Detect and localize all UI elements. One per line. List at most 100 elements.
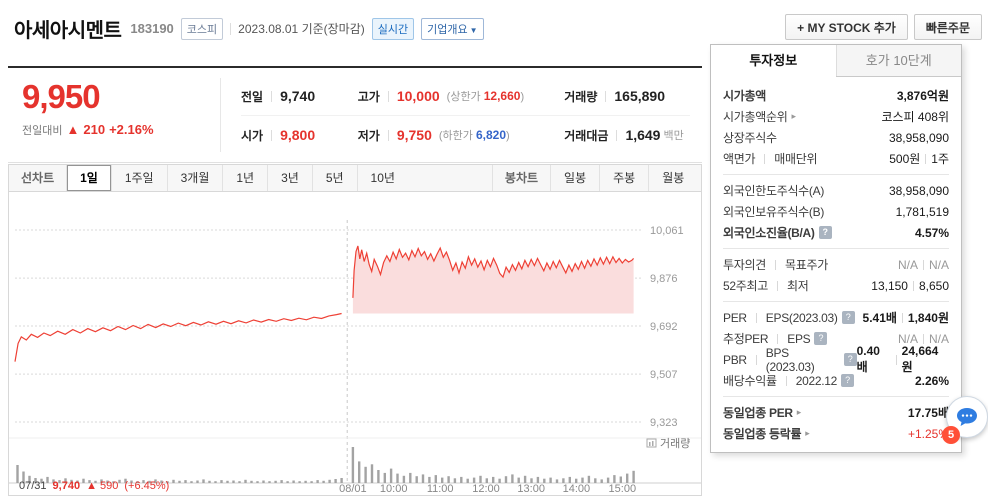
- info-row-label: 외국인소진율(B/A)?: [723, 224, 832, 241]
- x-axis-labels: 08/01 10:00 11:00 12:00 13:00 14:00 15:00: [339, 483, 636, 495]
- divider: [777, 333, 779, 344]
- chart-range-tab-1일[interactable]: 1일: [66, 165, 111, 191]
- chat-unread-badge: 5: [942, 426, 960, 444]
- lower-limit-value: 6,820: [475, 128, 506, 142]
- chat-floating-button[interactable]: 5: [942, 396, 988, 444]
- chart-range-tab-10년[interactable]: 10년: [356, 165, 408, 191]
- company-overview-label: 기업개요: [427, 23, 468, 36]
- svg-text:13:00: 13:00: [517, 483, 545, 495]
- help-icon[interactable]: ?: [843, 353, 857, 366]
- info-row-value: 0.40배 24,664원: [856, 344, 939, 374]
- volume-label: 거래량: [564, 89, 598, 104]
- upper-limit: (상한가 12,660): [446, 89, 525, 103]
- up-arrow-icon: ▲: [66, 121, 80, 137]
- price-line-08/01: [352, 245, 635, 298]
- divider: [271, 90, 273, 102]
- divider: [764, 153, 766, 164]
- quick-order-button[interactable]: 빠른주문: [913, 14, 982, 40]
- volume-icon: [646, 438, 657, 448]
- divider: [220, 78, 221, 152]
- help-icon[interactable]: ?: [841, 311, 855, 324]
- chart-candle-tab-월봉[interactable]: 월봉: [648, 165, 697, 191]
- my-stock-add-button[interactable]: + MY STOCK 추가: [785, 14, 908, 40]
- svg-text:11:00: 11:00: [427, 483, 454, 495]
- info-row: 배당수익률 2022.12? 2.26%: [723, 370, 949, 391]
- info-row-label: 배당수익률 2022.12?: [723, 372, 854, 389]
- chart-range-tab-1주일[interactable]: 1주일: [110, 165, 167, 191]
- info-row-value: 5.41배 1,840원: [862, 311, 949, 325]
- price-gridlines: 10,061 9,876 9,692 9,507 9,323: [15, 225, 684, 429]
- as-of-date: 2023.08.01 기준(장마감): [238, 22, 365, 36]
- chart-footnote: 07/31 9,740 ▲ 590 (+6.45%): [19, 480, 169, 492]
- change-percent: +2.16%: [109, 121, 154, 137]
- info-row-value: +1.25%: [907, 426, 949, 441]
- divider: [723, 301, 949, 302]
- info-row-label: 추정PER EPS?: [723, 330, 828, 347]
- summary-row-1: 전일 9,740 고가 10,000 (상한가 12,660) 거래량 165,890: [241, 77, 690, 116]
- chart-range-tab-1년[interactable]: 1년: [222, 165, 267, 191]
- line-chart-group-label: 선차트: [21, 171, 55, 185]
- price-area-fill: [352, 245, 634, 314]
- svg-text:9,692: 9,692: [650, 321, 678, 333]
- market-badge: 코스피: [180, 17, 224, 40]
- chart-range-tab-5년[interactable]: 5년: [311, 165, 357, 191]
- info-row-label: PBR BPS (2023.03)?: [723, 346, 857, 374]
- chart-range-tab-3개월[interactable]: 3개월: [166, 165, 223, 191]
- tab-investment-info[interactable]: 투자정보: [711, 45, 836, 77]
- chart-candle-tab-주봉[interactable]: 주봉: [599, 165, 648, 191]
- info-row: PBR BPS (2023.03)? 0.40배 24,664원: [723, 344, 949, 374]
- info-row-value: N/A N/A: [897, 331, 949, 346]
- info-row[interactable]: 동일업종 PER ▸ 17.75배: [723, 402, 949, 423]
- help-icon[interactable]: ?: [840, 374, 854, 387]
- divider: [922, 333, 924, 344]
- link-arrow-icon: ▸: [796, 407, 802, 417]
- help-icon[interactable]: ?: [814, 332, 828, 345]
- chart-candle-tab-일봉[interactable]: 일봉: [550, 165, 599, 191]
- svg-text:08/01: 08/01: [339, 483, 367, 495]
- volume-cell: 거래량 165,890: [564, 88, 690, 105]
- stock-code: 183190: [130, 21, 174, 36]
- info-row-value: 17.75배: [907, 406, 949, 420]
- divider: [774, 259, 776, 270]
- svg-text:9,876: 9,876: [650, 273, 678, 285]
- info-row-value: 1,781,519: [895, 204, 949, 219]
- divider: [776, 280, 778, 291]
- info-row: 액면가 매매단위 500원 1주: [723, 148, 949, 169]
- svg-text:10:00: 10:00: [380, 483, 408, 495]
- info-row-value: 38,958,090: [888, 183, 949, 198]
- sidebar-tabs: 투자정보 호가 10단계: [711, 45, 961, 77]
- chevron-down-icon: ▼: [469, 25, 478, 35]
- price-panel: 9,950 전일대비 ▲ 210 +2.16% 전일 9,740 고가 10,000…: [8, 66, 702, 163]
- chart-panel: 선차트 1일 1주일 3개월 1년 3년 5년 10년 봉차트 일봉 주봉 월봉 10,061 9…: [8, 164, 702, 496]
- info-row-label: 상장주식수: [723, 131, 777, 145]
- footnote-change: ▲ 590: [86, 480, 119, 492]
- info-row-label: 외국인보유주식수(B): [723, 205, 825, 219]
- divider: [755, 312, 757, 323]
- svg-text:10,061: 10,061: [650, 225, 684, 237]
- realtime-badge[interactable]: 실시간: [371, 17, 415, 40]
- tab-order-book[interactable]: 호가 10단계: [835, 45, 961, 76]
- info-row-value: N/A N/A: [897, 257, 949, 272]
- info-row-value: 코스피 408위: [881, 110, 949, 124]
- info-row: 외국인소진율(B/A)? 4.57%: [723, 222, 949, 243]
- divider: [895, 354, 897, 365]
- footnote-close: 9,740: [52, 480, 81, 492]
- info-row[interactable]: 시가총액순위 ▸ 코스피 408위: [723, 106, 949, 127]
- info-row: 52주최고 최저 13,150 8,650: [723, 275, 949, 296]
- info-row-label: 52주최고 최저: [723, 279, 809, 293]
- high-value: 10,000: [396, 88, 440, 104]
- info-row[interactable]: 동일업종 등락률 ▸ +1.25%: [723, 423, 949, 444]
- candle-chart-group-label: 봉차트: [491, 165, 550, 191]
- info-row-label: 동일업종 PER ▸: [723, 406, 802, 420]
- company-overview-button[interactable]: 기업개요 ▼: [421, 17, 484, 40]
- chart-range-tab-3년[interactable]: 3년: [267, 165, 312, 191]
- help-icon[interactable]: ?: [818, 226, 832, 239]
- change-value: 210: [83, 121, 106, 137]
- prev-close-value: 9,740: [280, 88, 316, 104]
- divider: [723, 396, 949, 397]
- candle-chart-tabs: 일봉 주봉 월봉: [550, 165, 697, 191]
- page-header: 아세아시멘트 183190 코스피 2023.08.01 기준(장마감) 실시간…: [14, 14, 484, 43]
- amount-unit: 백만: [663, 130, 684, 142]
- divider: [723, 174, 949, 175]
